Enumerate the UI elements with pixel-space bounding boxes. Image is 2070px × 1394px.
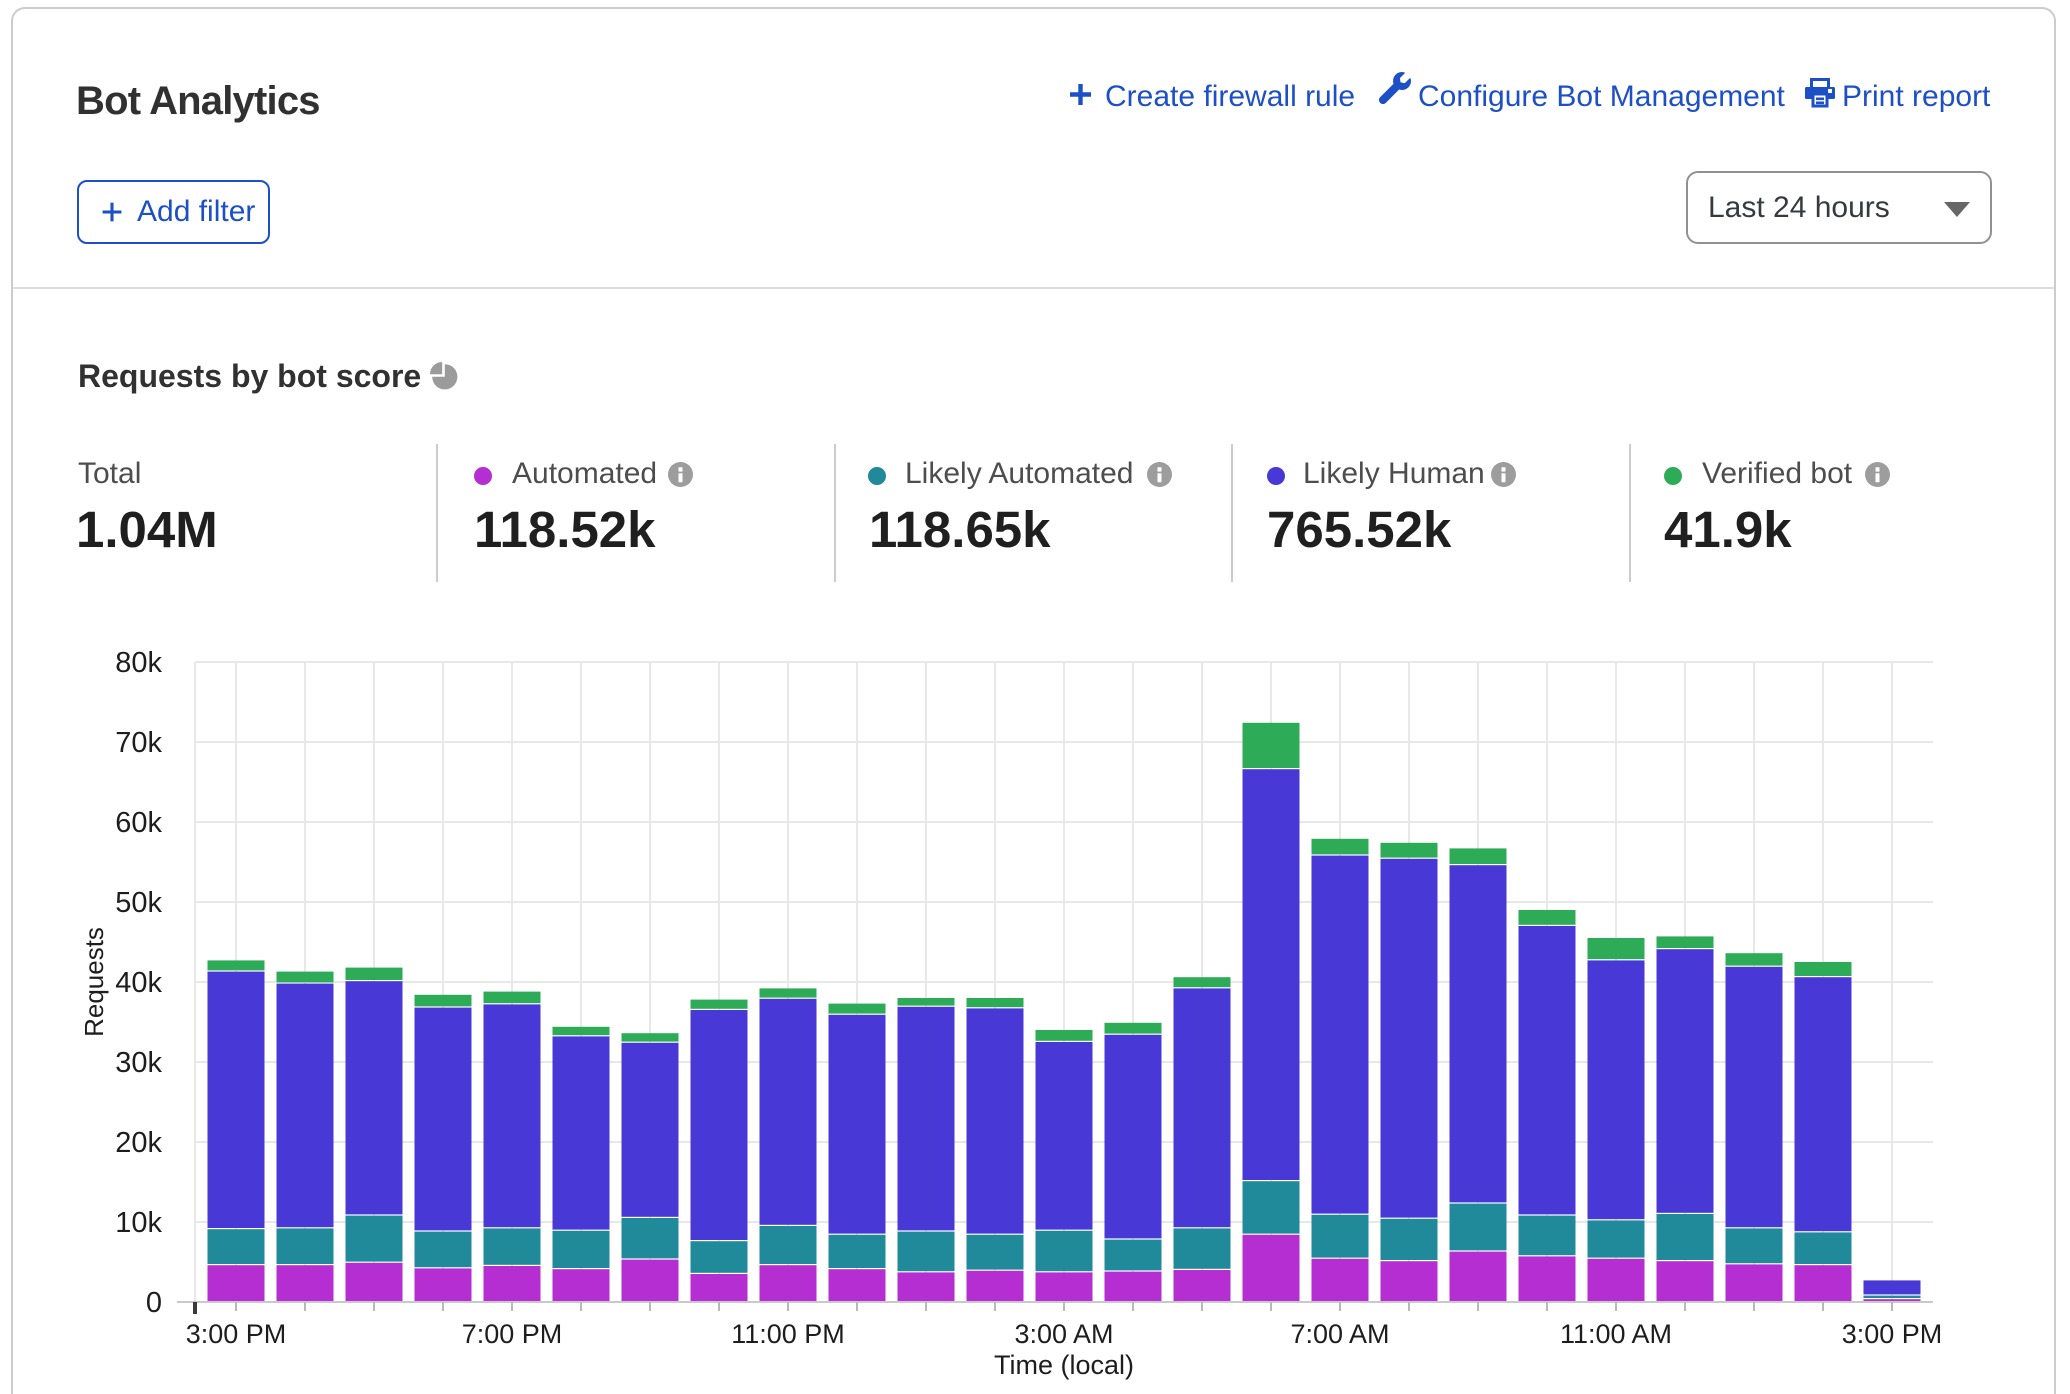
svg-text:7:00 AM: 7:00 AM [1290, 1319, 1389, 1349]
svg-text:7:00 PM: 7:00 PM [462, 1319, 563, 1349]
svg-text:3:00 PM: 3:00 PM [1842, 1319, 1943, 1349]
svg-text:Requests: Requests [79, 927, 109, 1037]
svg-text:Time (local): Time (local) [994, 1350, 1134, 1380]
svg-text:3:00 PM: 3:00 PM [186, 1319, 287, 1349]
svg-text:40k: 40k [115, 967, 162, 999]
svg-text:0: 0 [146, 1287, 162, 1319]
svg-text:60k: 60k [115, 807, 162, 839]
svg-text:3:00 AM: 3:00 AM [1014, 1319, 1113, 1349]
svg-text:80k: 80k [115, 647, 162, 679]
svg-text:70k: 70k [115, 727, 162, 759]
svg-text:30k: 30k [115, 1047, 162, 1079]
svg-text:11:00 PM: 11:00 PM [731, 1319, 845, 1349]
svg-text:20k: 20k [115, 1127, 162, 1159]
svg-text:50k: 50k [115, 887, 162, 919]
svg-text:10k: 10k [115, 1207, 162, 1239]
svg-text:11:00 AM: 11:00 AM [1560, 1319, 1672, 1349]
